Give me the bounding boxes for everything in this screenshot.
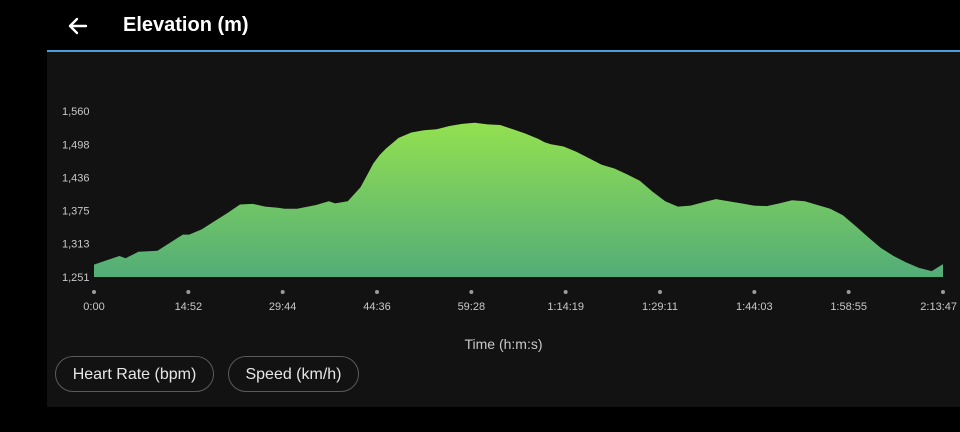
x-tick-dot (752, 290, 757, 294)
x-tick-dot (846, 290, 851, 294)
x-tick-dot (469, 290, 474, 294)
arrow-left-icon[interactable] (62, 11, 92, 41)
page-title: Elevation (m) (123, 14, 249, 36)
x-tick-label: 44:36 (363, 301, 391, 313)
x-tick-dot (658, 290, 662, 294)
heart-rate-chip[interactable]: Heart Rate (bpm) (55, 356, 214, 392)
x-tick-label: 1:14:19 (547, 301, 584, 313)
x-axis-label: Time (h:m:s) (464, 336, 543, 352)
y-tick-label: 1,375 (62, 205, 90, 217)
y-tick-label: 1,313 (62, 239, 90, 251)
x-tick-dot (186, 290, 191, 294)
app-header: Elevation (m) (0, 0, 960, 50)
x-tick-label: 59:28 (458, 301, 486, 313)
x-tick-dot (92, 290, 96, 294)
x-tick-label: 14:52 (175, 301, 203, 313)
x-tick-label: 1:44:03 (736, 301, 773, 313)
y-tick-label: 1,560 (62, 106, 90, 118)
x-tick-label: 0:00 (83, 301, 104, 313)
y-tick-label: 1,436 (62, 173, 90, 185)
x-tick-dot (563, 290, 568, 294)
x-tick-label: 2:13:47 (920, 301, 957, 313)
x-tick-label: 1:29:11 (642, 301, 678, 313)
x-tick-dot (375, 290, 379, 294)
y-tick-label: 1,498 (62, 139, 90, 151)
elevation-chart[interactable]: 1,251 1,313 1,375 1,436 1,498 1,560 0:00 14:52… (47, 52, 960, 342)
x-tick-label: 1:58:55 (830, 301, 867, 313)
x-tick-dot (941, 290, 945, 294)
elevation-area (94, 122, 943, 277)
x-tick-dot (280, 290, 285, 294)
y-tick-label: 1,251 (62, 272, 90, 284)
x-tick-label: 29:44 (269, 301, 297, 313)
header-divider (47, 50, 960, 52)
speed-chip[interactable]: Speed (km/h) (228, 356, 359, 392)
